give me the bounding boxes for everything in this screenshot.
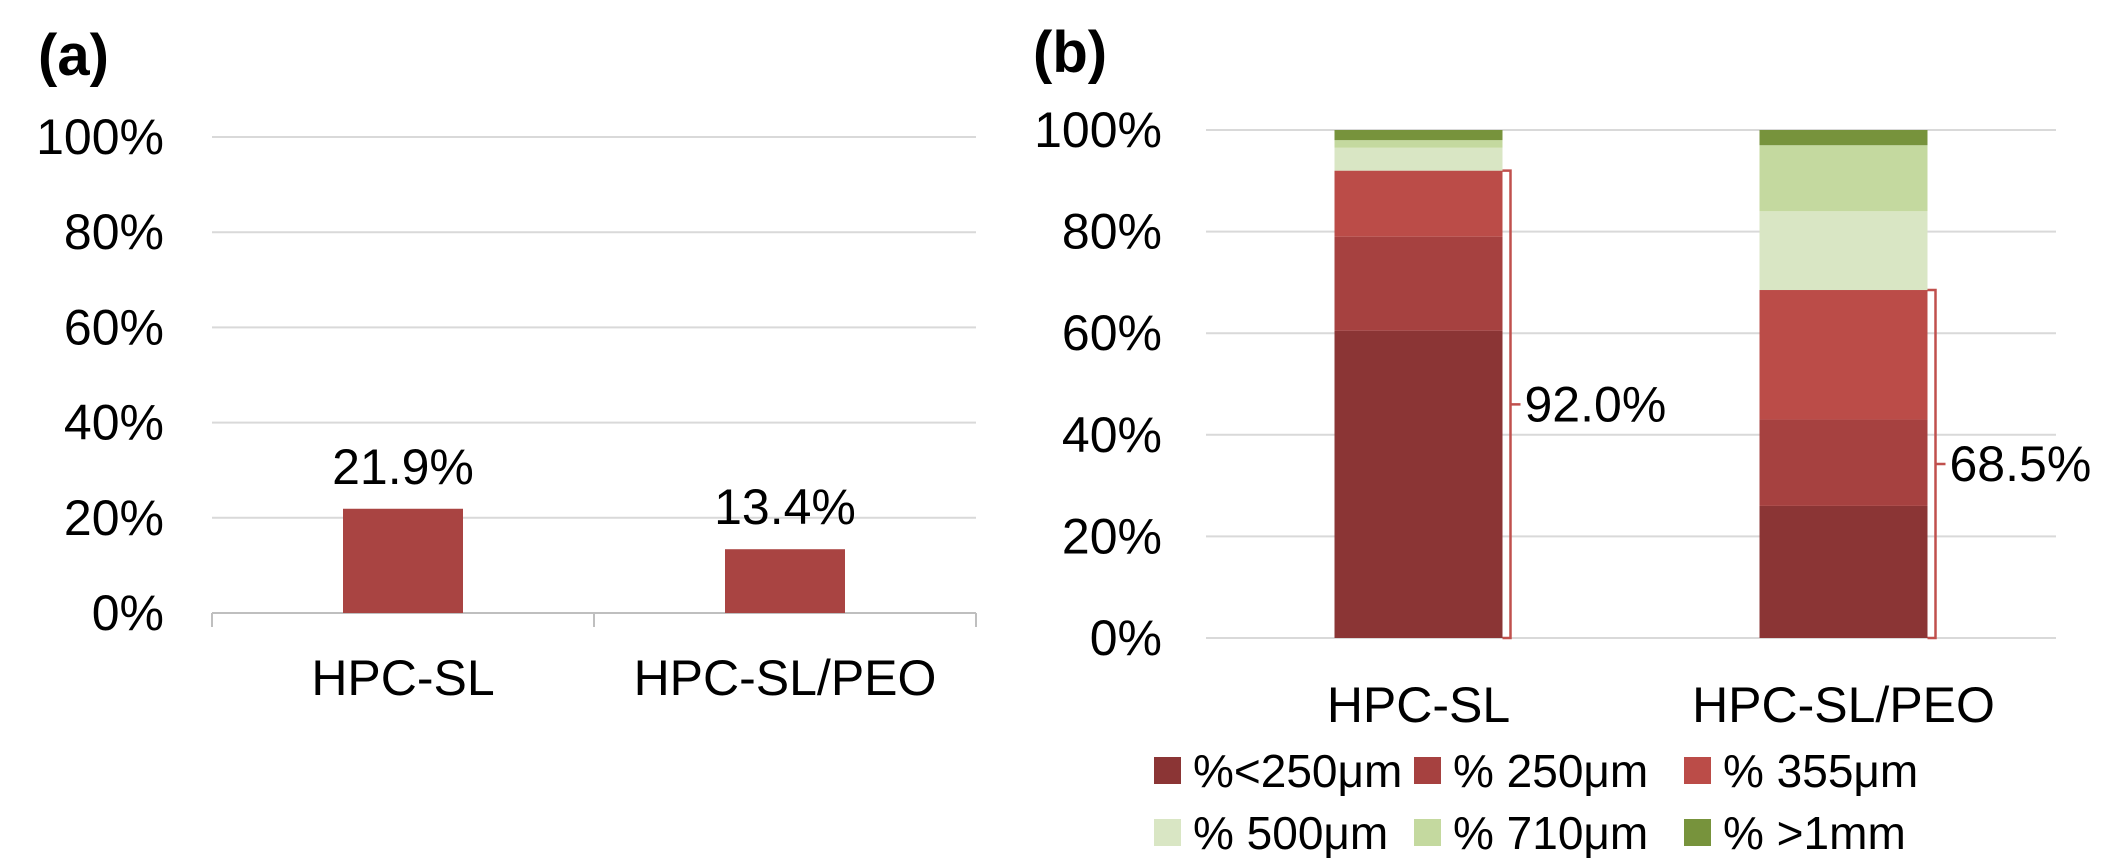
bar-b-segment (1759, 290, 1928, 420)
y-tick-label-a: 100% (36, 109, 164, 165)
legend-swatch (1684, 757, 1711, 784)
y-tick-label-b: 20% (1062, 508, 1162, 564)
bar-b-segment (1334, 140, 1503, 148)
y-tick-label-b: 80% (1062, 204, 1162, 260)
y-tick-label-a: 40% (64, 395, 164, 451)
bar-b-segment (1759, 505, 1928, 638)
bar-b-segment (1759, 419, 1928, 506)
legend-swatch (1684, 819, 1711, 846)
bracket-label-b: 68.5% (1950, 436, 2092, 492)
legend-swatch (1414, 757, 1441, 784)
bar-a-1 (725, 549, 845, 613)
bar-b-segment (1759, 130, 1928, 146)
legend-swatch (1154, 819, 1181, 846)
x-category-label-b: HPC-SL (1327, 677, 1510, 733)
legend-entry: %<250μm (1193, 745, 1402, 797)
bar-b-segment (1334, 130, 1503, 141)
bar-b-segment (1334, 170, 1503, 237)
y-tick-label-a: 80% (64, 204, 164, 260)
legend-entry: % 500μm (1193, 807, 1388, 859)
chart-a: 0% 20% 40% 60% 80% 100% 21.9% HPC-SL 13.4% HPC-SL… (36, 109, 977, 706)
bar-b-segment (1759, 211, 1928, 291)
bar-b-segment (1334, 147, 1503, 171)
y-tick-label-b: 0% (1090, 610, 1162, 666)
chart-b-legend: %<250μm % 250μm % 355μm % 500μm % 710μm % >1m… (1154, 745, 1918, 859)
bar-b-segment (1759, 145, 1928, 212)
y-tick-label-a: 0% (92, 585, 164, 641)
legend-entry: % >1mm (1723, 807, 1906, 859)
panel-label-b: (b) (1033, 20, 1107, 85)
chart-b: 0% 20% 40% 60% 80% 100% HPC-SL HPC-SL/PEO 92.0% 6… (1034, 102, 2091, 733)
data-label-a: 13.4% (714, 479, 856, 535)
bar-a-0 (343, 508, 463, 613)
y-tick-label-a: 60% (64, 299, 164, 355)
bracket-b (1927, 288, 1946, 640)
legend-swatch (1154, 757, 1181, 784)
y-tick-label-b: 40% (1062, 407, 1162, 463)
y-tick-label-b: 100% (1034, 102, 1162, 158)
bar-b-segment (1334, 330, 1503, 638)
legend-entry: % 355μm (1723, 745, 1918, 797)
legend-entry: % 250μm (1453, 745, 1648, 797)
x-category-label-a: HPC-SL/PEO (634, 650, 937, 706)
legend-swatch (1414, 819, 1441, 846)
bracket-b (1502, 169, 1521, 640)
y-tick-label-a: 20% (64, 490, 164, 546)
panel-label-a: (a) (38, 23, 109, 88)
y-tick-label-b: 60% (1062, 305, 1162, 361)
x-category-label-b: HPC-SL/PEO (1692, 677, 1995, 733)
bracket-label-b: 92.0% (1525, 376, 1667, 432)
data-label-a: 21.9% (332, 439, 474, 495)
legend-entry: % 710μm (1453, 807, 1648, 859)
bar-b-segment (1334, 236, 1503, 331)
x-category-label-a: HPC-SL (311, 650, 494, 706)
